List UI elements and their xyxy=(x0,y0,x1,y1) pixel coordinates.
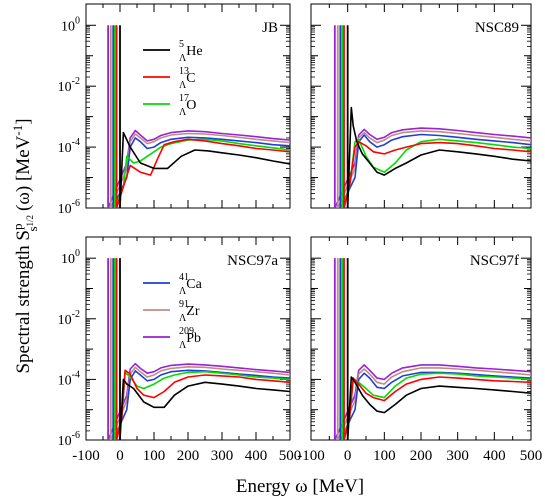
series-line-ca41 xyxy=(339,371,531,440)
legend-entry-he5: 5 ΛHe xyxy=(179,39,203,64)
x-tick-label: 400 xyxy=(245,448,268,464)
series-line-pb209 xyxy=(107,362,290,440)
series-line-he5 xyxy=(346,376,531,440)
series-line-c13 xyxy=(115,369,290,440)
series-line-ca41 xyxy=(339,133,531,208)
y-tick-label: 10-6 xyxy=(58,198,80,217)
y-tick-label: 100 xyxy=(61,15,80,34)
series-group xyxy=(333,258,531,440)
x-tick-label: 300 xyxy=(446,448,469,464)
series-line-c13 xyxy=(343,376,531,440)
y-axis-label-sub: s xyxy=(25,226,40,231)
x-axis-label: Energy ω [MeV] xyxy=(236,476,364,497)
legend-entry-o17: 17 ΛO xyxy=(179,93,196,118)
panel-label: JB xyxy=(262,20,278,36)
x-tick-label: 100 xyxy=(143,448,166,464)
series-line-he5 xyxy=(346,106,531,208)
x-tick-label: 500 xyxy=(279,448,302,464)
legend-entry-zr91: 91 ΛZr xyxy=(179,299,200,324)
y-axis-label-main: Spectral strength S xyxy=(13,230,34,374)
series-line-zr91 xyxy=(110,366,290,440)
series-line-pb209 xyxy=(107,129,290,208)
y-axis-label-sup: p xyxy=(10,224,25,231)
y-axis-label: Spectral strength Sps1/2 (ω) [MeV-1] xyxy=(10,118,40,373)
y-tick-label: 10-2 xyxy=(58,309,80,328)
x-tick-label: 400 xyxy=(483,448,506,464)
y-tick-label: 100 xyxy=(61,248,80,267)
series-line-pb209 xyxy=(334,127,531,208)
y-axis-label-close: ] xyxy=(13,118,34,124)
series-line-ca41 xyxy=(112,136,290,208)
legend-entry-pb209: 209 ΛPb xyxy=(179,326,201,351)
series-line-o17 xyxy=(114,138,290,208)
panel-nsc97a: 100 10-2 10-4 10-6-100 0 100 200 300 400 500 NSC97… xyxy=(58,236,302,464)
panel-label: NSC89 xyxy=(475,20,519,36)
series-group xyxy=(333,25,531,208)
series-line-c13 xyxy=(115,138,290,208)
x-tick-label: -100 xyxy=(297,448,325,464)
series-line-ca41 xyxy=(112,369,290,440)
series-line-c13 xyxy=(343,140,531,208)
x-tick-label: -100 xyxy=(72,448,100,464)
panel-label: NSC97a xyxy=(227,253,278,269)
series-line-pb209 xyxy=(334,364,531,440)
y-axis-label-unit-exp: -1 xyxy=(10,125,25,136)
x-tick-label: 500 xyxy=(520,448,543,464)
y-tick-label: 10-4 xyxy=(58,369,80,388)
y-tick-label: 10-4 xyxy=(58,137,80,156)
x-tick-label: 200 xyxy=(177,448,200,464)
x-tick-label: 0 xyxy=(344,448,352,464)
series-line-zr91 xyxy=(110,132,290,208)
series-group xyxy=(107,25,290,208)
y-axis-label-subsub: 1/2 xyxy=(25,215,35,227)
series-line-zr91 xyxy=(337,130,531,208)
panel-jb: 100 10-2 10-4 10-6 JB 5 ΛHe 13 ΛC 17 ΛO xyxy=(58,3,291,217)
series-line-he5 xyxy=(119,131,290,208)
x-tick-label: 300 xyxy=(211,448,234,464)
panels: 100 10-2 10-4 10-6 JB 5 ΛHe 13 ΛC 17 ΛO NSC89 100 10-… xyxy=(58,3,543,464)
series-line-he5 xyxy=(119,378,290,440)
y-tick-label: 10-2 xyxy=(58,76,80,95)
panel-label: NSC97f xyxy=(470,253,519,269)
series-line-o17 xyxy=(114,370,290,440)
y-tick-label: 10-6 xyxy=(58,430,80,449)
series-line-o17 xyxy=(341,372,531,440)
panel-nsc89: NSC89 xyxy=(310,3,532,209)
series-group xyxy=(107,258,290,440)
panel-nsc97f: -100 0 100 200 300 400 500 NSC97f xyxy=(297,236,543,464)
x-tick-label: 200 xyxy=(410,448,433,464)
series-line-zr91 xyxy=(337,367,531,440)
x-tick-label: 0 xyxy=(116,448,124,464)
legend-entry-c13: 13 ΛC xyxy=(179,66,196,91)
y-axis-label-tail: (ω) [MeV xyxy=(13,135,34,211)
x-tick-label: 100 xyxy=(373,448,396,464)
legend-entry-ca41: 41 ΛCa xyxy=(179,272,203,297)
